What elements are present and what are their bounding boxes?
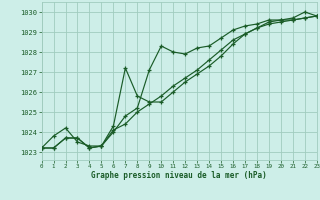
- X-axis label: Graphe pression niveau de la mer (hPa): Graphe pression niveau de la mer (hPa): [91, 171, 267, 180]
